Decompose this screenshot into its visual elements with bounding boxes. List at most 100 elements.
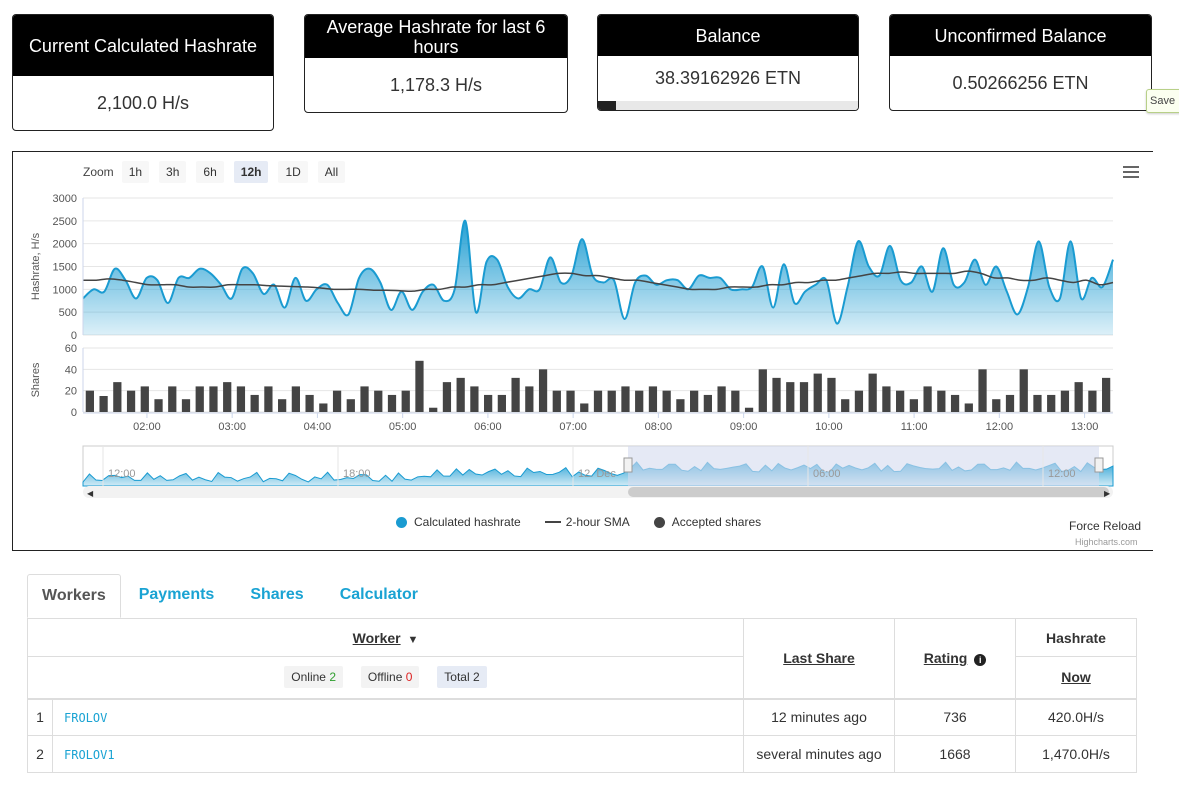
x-tick-label: 13:00 — [1071, 421, 1099, 433]
zoom-6h-button[interactable]: 6h — [196, 161, 224, 183]
filter-online-button[interactable]: Online 2 — [284, 666, 344, 689]
shares-bar — [209, 386, 218, 412]
rating-cell: 736 — [894, 698, 1016, 736]
last-share-header-cell: Last Share — [743, 618, 895, 699]
hashrate-cell: 420.0H/s — [1015, 698, 1137, 736]
shares-bar — [841, 399, 850, 412]
shares-bar — [635, 390, 644, 412]
force-reload-link[interactable]: Force Reload — [1069, 519, 1142, 533]
shares-bar — [291, 386, 300, 412]
sma-line — [82, 270, 1114, 292]
shares-bar — [648, 386, 658, 412]
shares-bar — [593, 390, 603, 412]
balance-progress-bar — [598, 101, 858, 110]
chevron-down-icon[interactable]: ▼ — [407, 633, 419, 646]
scroll-right-arrow-icon[interactable]: ▶ — [1104, 489, 1111, 498]
shares-bar — [195, 386, 204, 412]
last-share-sort-header[interactable]: Last Share — [783, 650, 855, 667]
y-tick-label: 500 — [59, 307, 77, 319]
now-header-cell: Now — [1015, 656, 1137, 699]
chart-legend: Calculated hashrate 2-hour SMA Accepted … — [396, 515, 785, 529]
rating-sort-header[interactable]: Rating — [923, 650, 968, 667]
stat-card-current-hashrate: Current Calculated Hashrate 2,100.0 H/s — [12, 14, 274, 131]
shares-bar — [950, 394, 960, 412]
shares-bar — [264, 386, 273, 412]
worker-sort-header[interactable]: Worker — [352, 629, 401, 646]
shares-bar — [223, 382, 232, 412]
rating-cell: 1668 — [894, 735, 1016, 773]
hashrate-area — [83, 220, 1113, 335]
stat-value: 38.39162926 ETN — [654, 68, 802, 88]
workers-table: Worker ▼ Last Share Rating i Hashrate On… — [27, 618, 1137, 773]
y-tick-label: 20 — [65, 386, 77, 398]
zoom-1h-button[interactable]: 1h — [121, 161, 150, 183]
x-tick-label: 05:00 — [389, 421, 417, 433]
navigator-label: 12. Dec — [578, 468, 616, 480]
x-tick-label: 11:00 — [901, 421, 928, 433]
shares-bar — [442, 382, 452, 412]
shares-bar — [923, 386, 932, 412]
shares-bar — [1102, 377, 1111, 412]
scroll-left-arrow-icon[interactable]: ◀ — [87, 489, 94, 498]
shares-bar — [1088, 390, 1097, 412]
now-sort-header[interactable]: Now — [1061, 669, 1091, 686]
stat-title: Average Hashrate for last 6 hours — [305, 15, 567, 58]
shares-bar — [676, 399, 685, 412]
worker-link[interactable]: FROLOV1 — [64, 748, 115, 762]
shares-bar — [772, 377, 781, 412]
tab-calculator[interactable]: Calculator — [339, 586, 418, 603]
shares-bar — [580, 403, 589, 412]
shares-bar — [154, 399, 163, 412]
shares-bar — [1033, 394, 1042, 412]
navigator-label: 06:00 — [813, 468, 841, 480]
legend-line-icon — [544, 521, 561, 523]
stat-value: 2,100.0 H/s — [96, 92, 190, 113]
shares-bar — [401, 390, 410, 412]
shares-bar — [250, 394, 259, 412]
x-tick-label: 06:00 — [474, 421, 502, 433]
tab-workers[interactable]: Workers — [27, 574, 121, 618]
last-share-cell: several minutes ago — [743, 735, 895, 773]
shares-bar — [868, 373, 877, 412]
legend-label: 2-hour SMA — [565, 515, 630, 529]
zoom-3h-button[interactable]: 3h — [159, 161, 187, 183]
shares-bar — [85, 390, 94, 412]
filter-offline-button[interactable]: Offline 0 — [360, 666, 420, 689]
last-share-cell: 12 minutes ago — [743, 698, 895, 736]
info-icon[interactable]: i — [974, 653, 987, 666]
worker-name-cell: FROLOV1 — [52, 735, 744, 773]
zoom-controls: Zoom 1h 3h 6h 12h 1D All — [83, 161, 351, 183]
y-tick-label: 1000 — [53, 284, 77, 296]
row-index: 2 — [27, 735, 53, 773]
navigator-handle — [1094, 457, 1104, 473]
legend-item-sma[interactable]: 2-hour SMA — [544, 515, 630, 529]
navigator-label: 18:00 — [343, 468, 371, 480]
legend-item-shares[interactable]: Accepted shares — [653, 515, 762, 529]
highcharts-credits[interactable]: Highcharts.com — [1075, 537, 1138, 547]
shares-bar — [1047, 394, 1056, 412]
shares-bar — [387, 394, 397, 412]
chart-menu-icon[interactable] — [1123, 166, 1139, 181]
worker-header-cell: Worker ▼ — [27, 618, 744, 657]
x-tick-label: 09:00 — [730, 421, 758, 433]
y-tick-label: 2000 — [53, 239, 77, 251]
shares-bar — [470, 386, 479, 412]
shares-bar — [882, 386, 891, 412]
zoom-all-button[interactable]: All — [317, 161, 346, 183]
zoom-1d-button[interactable]: 1D — [278, 161, 308, 183]
shares-bar — [305, 394, 314, 412]
shares-bar — [497, 394, 506, 412]
worker-link[interactable]: FROLOV — [64, 711, 108, 726]
y-tick-label: 60 — [65, 343, 77, 355]
zoom-12h-button[interactable]: 12h — [233, 161, 269, 183]
shares-bar — [168, 386, 177, 412]
shares-bar — [126, 390, 136, 412]
tab-shares[interactable]: Shares — [250, 586, 304, 603]
save-tooltip[interactable]: Save — [1146, 89, 1179, 113]
legend-label: Accepted shares — [671, 515, 762, 529]
tab-payments[interactable]: Payments — [138, 586, 215, 603]
filter-total-button[interactable]: Total 2 — [437, 666, 487, 689]
shares-bar — [525, 386, 534, 412]
navigator-selection — [628, 446, 1099, 486]
legend-item-hashrate[interactable]: Calculated hashrate — [396, 515, 521, 529]
